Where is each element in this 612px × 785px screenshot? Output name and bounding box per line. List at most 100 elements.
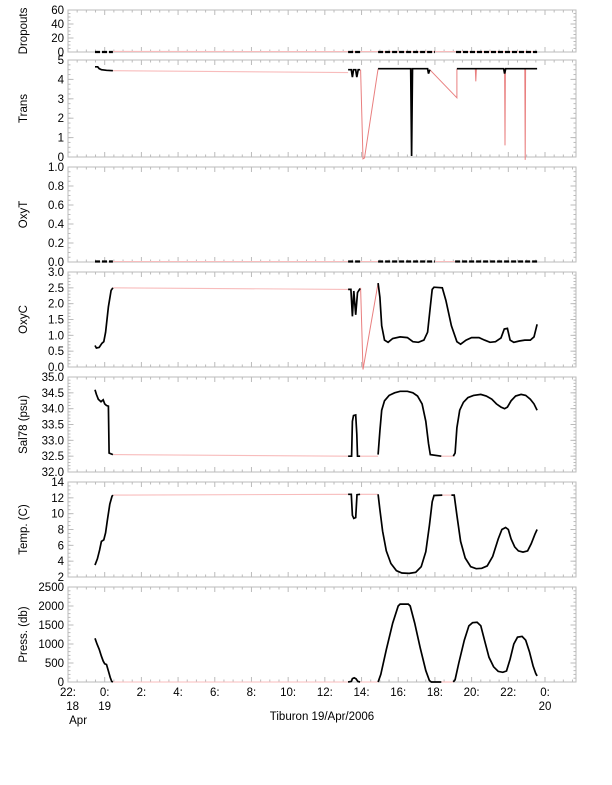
x-tick-label: 12: [317,687,333,699]
x-axis-ticks [67,587,574,682]
panel-sal78: 32.0 32.5 33.0 33.5 34.0 34.5 35.0 Sal78 (psu) [18,372,577,479]
x-axis-ticks [67,377,574,472]
series-data-line [95,65,113,72]
y-tick-label: 0.0 [48,362,64,374]
y-tick-label: 0.8 [48,181,64,193]
panel-frame [67,9,577,53]
series-data-line [94,638,114,683]
y-tick-label: 33.0 [42,435,64,447]
y-axis-ticks [68,271,576,368]
y-tick-label: 2500 [38,582,64,594]
series-raw-idle-line [112,493,349,496]
y-tick-label: 32.0 [42,467,64,479]
y-tick-label: 2 [58,572,64,584]
y-tick-label: 14 [51,477,64,489]
series-data-line [348,413,361,458]
y-tick-label: 1000 [38,639,64,651]
y-axis-title: OxyT [18,201,30,228]
panel-temp: 2 4 6 8 10 12 14 Temp. (C) [18,477,577,584]
y-tick-label: 12 [51,493,64,505]
y-axis-title: Trans [18,94,30,123]
series-data-line [348,288,361,317]
y-tick-label: 0.5 [48,346,64,358]
series-data-line [347,676,361,683]
y-tick-label: 5 [58,55,64,67]
series-raw-line [360,283,379,370]
x-tick-label: 0: [540,687,550,699]
panel-oxyt: 0.0 0.2 0.4 0.6 0.8 1.0 OxyT [18,162,577,269]
series-data-line [452,393,538,457]
y-tick-label: 33.5 [42,420,64,432]
day-label: 20 [539,701,552,713]
y-axis-ticks [68,9,576,53]
y-tick-label: 2 [58,113,64,125]
x-tick-label: 14: [354,687,370,699]
series-data-line [348,68,361,78]
y-axis-title: Sal78 (psu) [18,395,30,454]
y-tick-label: 32.5 [42,451,64,463]
x-tick-label: 20: [464,687,480,699]
series-data-line [348,493,361,520]
series-raw-line [504,68,506,146]
y-tick-label: 4 [58,74,65,86]
y-tick-label: 34.5 [42,388,64,400]
y-tick-label: 500 [45,658,64,670]
x-tick-label: 10: [280,687,296,699]
y-axis-ticks [68,59,576,158]
y-tick-label: 3.0 [48,267,64,279]
y-tick-label: 1.5 [48,315,64,327]
series-data-line [451,494,538,570]
x-tick-label: 22: [500,687,516,699]
x-axis-ticks [67,167,574,262]
series-raw-line [429,68,458,100]
series-data-line [452,621,538,683]
x-axis-labels: 22: 0: 2: 4: 6: 8: 10: 12: 14: 16: 18: 20: 22: 0: 18 19… [60,687,551,727]
y-tick-label: 40 [51,19,64,31]
panel-frame [67,481,577,578]
chart-title: Tiburon 19/Apr/2006 [269,711,375,723]
series-data-line [94,389,114,456]
series-raw-line [360,68,379,160]
x-tick-label: 18: [427,687,443,699]
x-tick-label: 0: [100,687,110,699]
series-data-line [377,390,442,458]
series-data-line [94,494,114,566]
y-axis-ticks [68,481,576,578]
series-data-line [94,287,114,349]
x-axis-ticks [67,10,574,52]
y-axis-title: Dropouts [18,7,30,54]
series-raw-idle-line [112,70,349,74]
y-tick-label: 0.2 [48,238,64,250]
y-tick-label: 0.0 [48,257,64,269]
x-tick-label: 16: [390,687,406,699]
y-axis-title: Press. (db) [18,606,30,662]
x-tick-label: 6: [210,687,220,699]
panel-frame [67,271,577,368]
series-raw-idle-line [112,287,349,290]
y-tick-label: 0.6 [48,200,64,212]
y-axis-ticks [68,586,576,683]
y-tick-label: 0 [58,47,64,59]
month-label: Apr [69,715,87,727]
series-raw-line [474,68,477,82]
y-tick-label: 20 [51,33,64,45]
panel-frame [67,586,577,683]
series-data-line [377,494,443,575]
x-tick-label: 8: [247,687,257,699]
x-tick-label: 22: [60,687,76,699]
x-axis-ticks [67,60,574,157]
y-tick-label: 8 [58,525,64,537]
y-axis-ticks [68,166,576,263]
y-tick-label: 0.4 [48,219,65,231]
y-tick-label: 0 [58,152,64,164]
y-tick-label: 1.0 [48,162,64,174]
panel-frame [67,376,577,473]
y-tick-label: 10 [51,509,64,521]
y-tick-label: 0 [58,677,64,689]
y-tick-label: 1.0 [48,330,64,342]
panel-frame [67,59,577,158]
y-tick-label: 6 [58,540,64,552]
y-tick-label: 2.5 [48,283,64,295]
panel-press: 0 500 1000 1500 2000 2500 Press. (db) [18,582,577,689]
